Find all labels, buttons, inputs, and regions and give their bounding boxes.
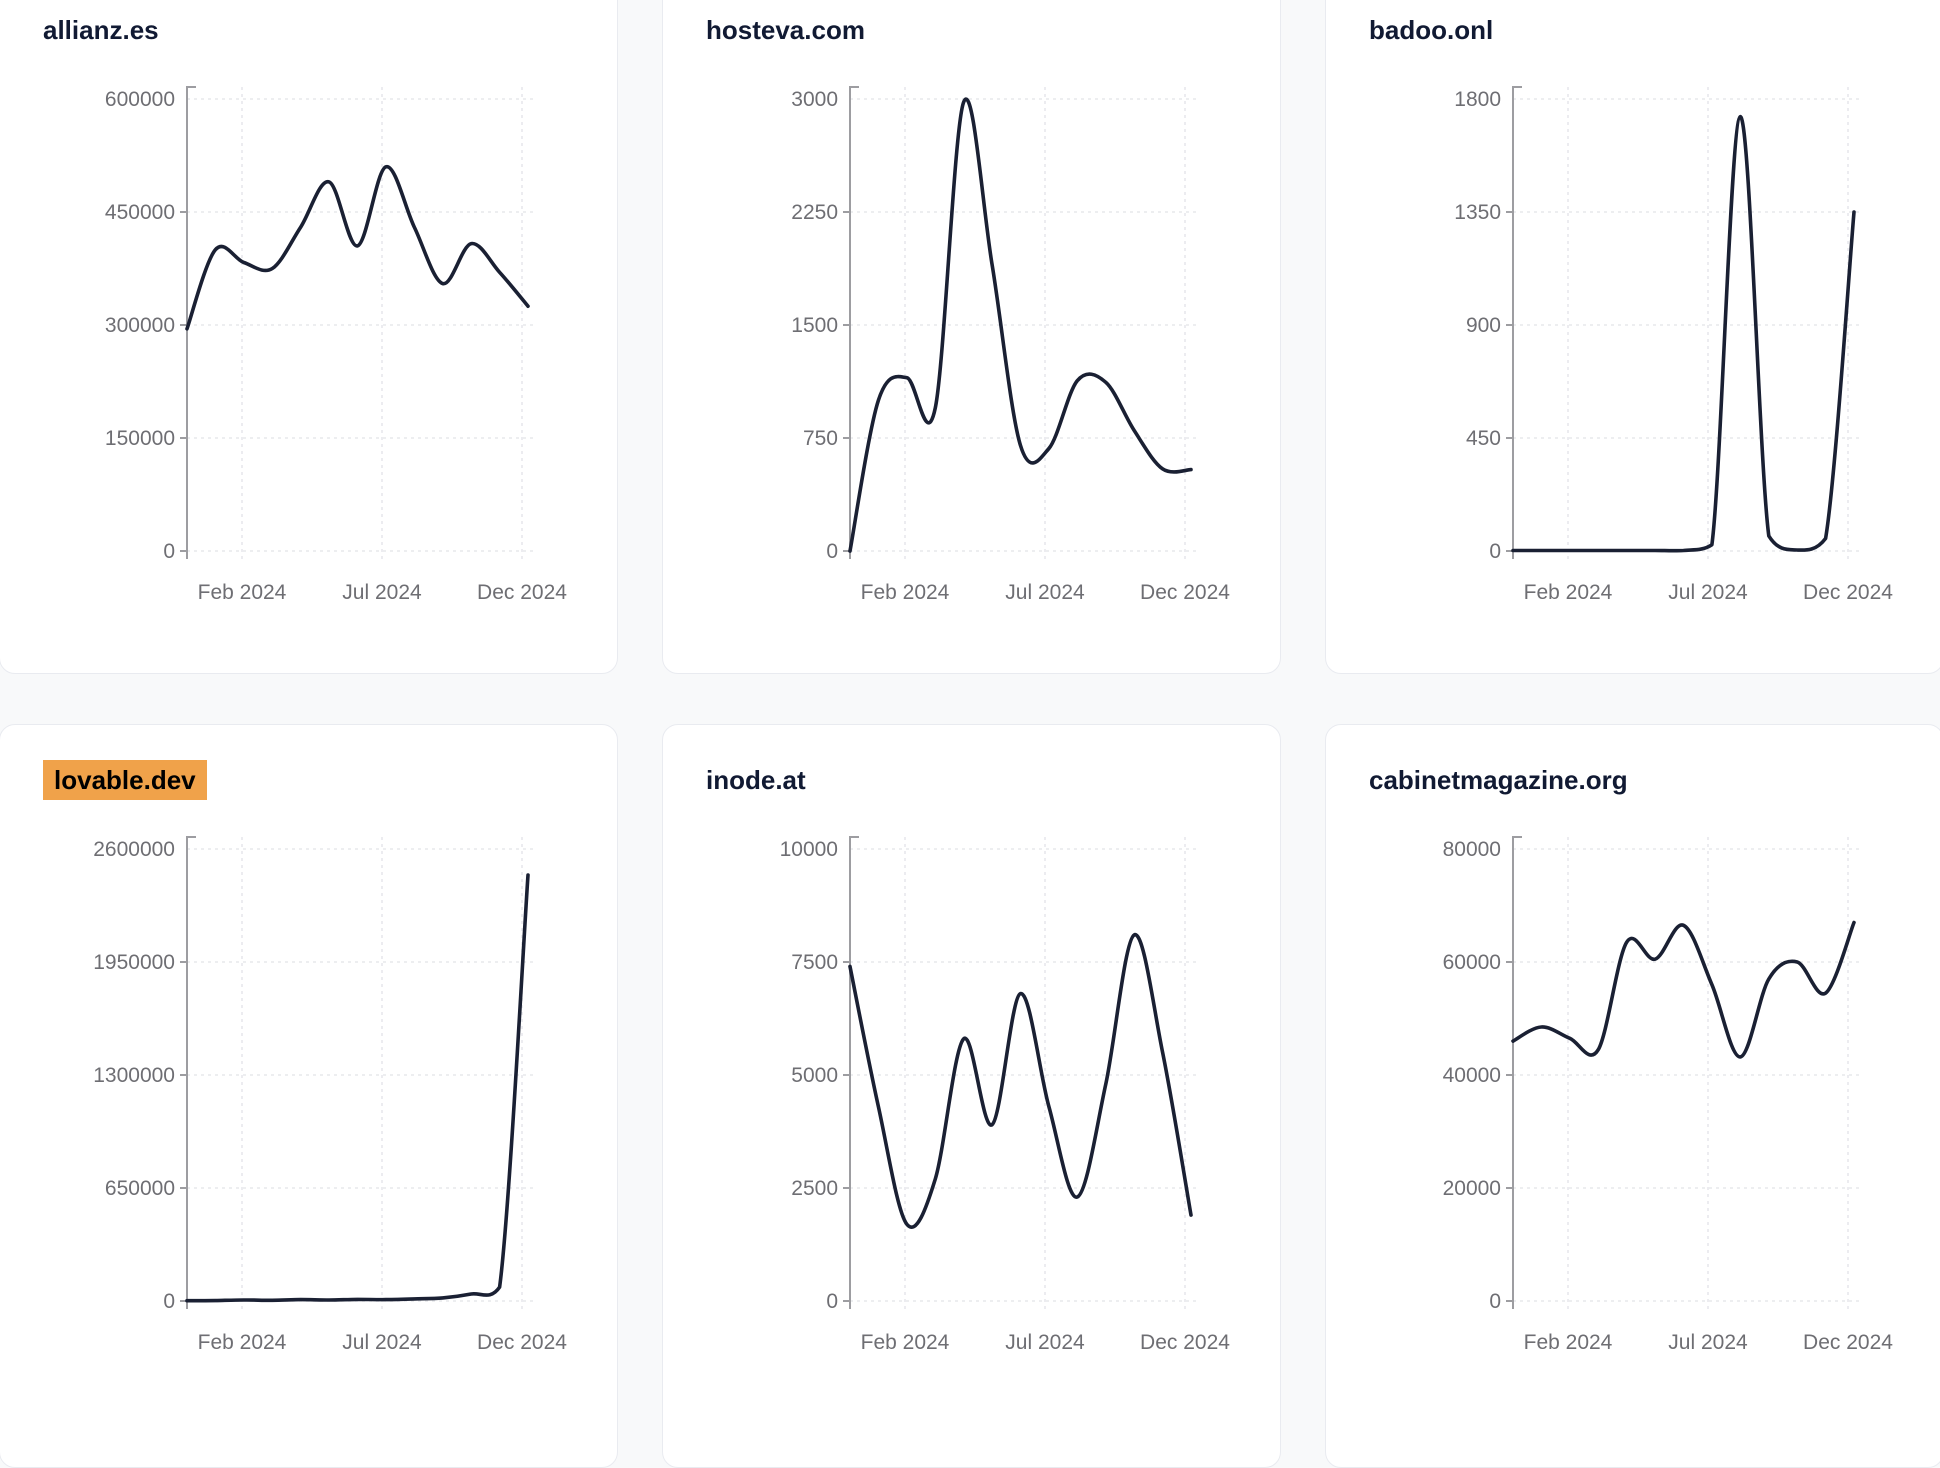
y-axis-tick-label: 2600000 <box>93 838 175 861</box>
line-chart[interactable]: 0 450 900 1350 1800 Feb 2024 Jul 2024 Dec 2024 <box>1326 59 1940 615</box>
x-axis-tick-label: Dec 2024 <box>1140 1331 1230 1354</box>
y-axis-tick-label: 1800 <box>1454 88 1501 111</box>
x-axis-tick-label: Feb 2024 <box>1524 1331 1613 1354</box>
y-axis-tick-label: 0 <box>163 540 175 563</box>
y-axis-tick-label: 2250 <box>791 201 838 224</box>
x-axis-tick-label: Dec 2024 <box>1803 581 1893 604</box>
card-hosteva-com: hosteva.com 0 750 1500 2250 3000 Feb 2024 Jul … <box>662 0 1281 674</box>
data-line <box>185 873 530 1303</box>
card-allianz-es: allianz.es 0 150000 300000 450000 600000 Feb … <box>0 0 618 674</box>
x-axis-tick-label: Feb 2024 <box>198 1331 287 1354</box>
data-line <box>848 933 1193 1229</box>
y-axis-tick-label: 0 <box>826 540 838 563</box>
domain-name-label: allianz.es <box>43 15 159 45</box>
line-chart[interactable]: 0 2500 5000 7500 10000 Feb 2024 Jul 2024 Dec 20… <box>663 809 1282 1365</box>
x-axis-tick-label: Dec 2024 <box>1140 581 1230 604</box>
domain-name-label: hosteva.com <box>706 15 865 45</box>
y-axis-tick-label: 10000 <box>780 838 838 861</box>
x-axis-tick-label: Feb 2024 <box>861 581 950 604</box>
y-axis-tick-label: 20000 <box>1443 1177 1501 1200</box>
y-axis-tick-label: 2500 <box>791 1177 838 1200</box>
chart-title: allianz.es <box>0 0 617 43</box>
x-axis-tick-label: Jul 2024 <box>342 581 422 604</box>
x-axis-tick-label: Dec 2024 <box>1803 1331 1893 1354</box>
y-axis-tick-label: 0 <box>1489 540 1501 563</box>
domain-name-label: cabinetmagazine.org <box>1369 765 1628 795</box>
y-axis-tick-label: 1300000 <box>93 1064 175 1087</box>
domain-name-label: inode.at <box>706 765 806 795</box>
card-inode-at: inode.at 0 2500 5000 7500 10000 Feb 2024 Jul 2… <box>662 724 1281 1468</box>
chart-title: cabinetmagazine.org <box>1326 725 1940 793</box>
line-chart[interactable]: 0 150000 300000 450000 600000 Feb 2024 Jul 202… <box>0 59 619 615</box>
domain-name-label-highlighted: lovable.dev <box>43 760 207 800</box>
x-axis-tick-label: Dec 2024 <box>477 1331 567 1354</box>
y-axis-tick-label: 300000 <box>105 314 175 337</box>
card-lovable-dev: lovable.dev 0 650000 1300000 1950000 2600000… <box>0 724 618 1468</box>
domain-name-label: badoo.onl <box>1369 15 1494 45</box>
y-axis-tick-label: 650000 <box>105 1177 175 1200</box>
y-axis-tick-label: 5000 <box>791 1064 838 1087</box>
y-axis-tick-label: 60000 <box>1443 951 1501 974</box>
y-axis-tick-label: 40000 <box>1443 1064 1501 1087</box>
y-axis-tick-label: 450000 <box>105 201 175 224</box>
x-axis-tick-label: Dec 2024 <box>477 581 567 604</box>
chart-title: badoo.onl <box>1326 0 1940 43</box>
y-axis-tick-label: 80000 <box>1443 838 1501 861</box>
chart-title: inode.at <box>663 725 1280 793</box>
y-axis-tick-label: 7500 <box>791 951 838 974</box>
x-axis-tick-label: Feb 2024 <box>198 581 287 604</box>
data-line <box>1511 920 1856 1059</box>
y-axis-tick-label: 900 <box>1466 314 1501 337</box>
x-axis-tick-label: Jul 2024 <box>1005 1331 1085 1354</box>
y-axis-tick-label: 1350 <box>1454 201 1501 224</box>
y-axis-tick-label: 600000 <box>105 88 175 111</box>
card-badoo-onl: badoo.onl 0 450 900 1350 1800 Feb 2024 Jul 202… <box>1325 0 1940 674</box>
y-axis-tick-label: 1950000 <box>93 951 175 974</box>
chart-title: lovable.dev <box>0 725 617 800</box>
y-axis-tick-label: 0 <box>163 1290 175 1313</box>
x-axis-tick-label: Jul 2024 <box>342 1331 422 1354</box>
y-axis-tick-label: 1500 <box>791 314 838 337</box>
card-cabinetmagazine-org: cabinetmagazine.org 0 20000 40000 60000 8000… <box>1325 724 1940 1468</box>
line-chart[interactable]: 0 20000 40000 60000 80000 Feb 2024 Jul 2024 Dec… <box>1326 809 1940 1365</box>
data-line <box>185 165 530 331</box>
x-axis-tick-label: Jul 2024 <box>1005 581 1085 604</box>
x-axis-tick-label: Jul 2024 <box>1668 1331 1748 1354</box>
y-axis-tick-label: 0 <box>1489 1290 1501 1313</box>
y-axis-tick-label: 450 <box>1466 427 1501 450</box>
chart-title: hosteva.com <box>663 0 1280 43</box>
x-axis-tick-label: Jul 2024 <box>1668 581 1748 604</box>
data-line <box>848 97 1193 553</box>
x-axis-tick-label: Feb 2024 <box>861 1331 950 1354</box>
y-axis-tick-label: 3000 <box>791 88 838 111</box>
y-axis-tick-label: 150000 <box>105 427 175 450</box>
x-axis-tick-label: Feb 2024 <box>1524 581 1613 604</box>
line-chart[interactable]: 0 650000 1300000 1950000 2600000 Feb 2024 Jul … <box>0 809 619 1365</box>
y-axis-tick-label: 750 <box>803 427 838 450</box>
data-line <box>1511 114 1856 553</box>
line-chart[interactable]: 0 750 1500 2250 3000 Feb 2024 Jul 2024 Dec 2024 <box>663 59 1282 615</box>
y-axis-tick-label: 0 <box>826 1290 838 1313</box>
